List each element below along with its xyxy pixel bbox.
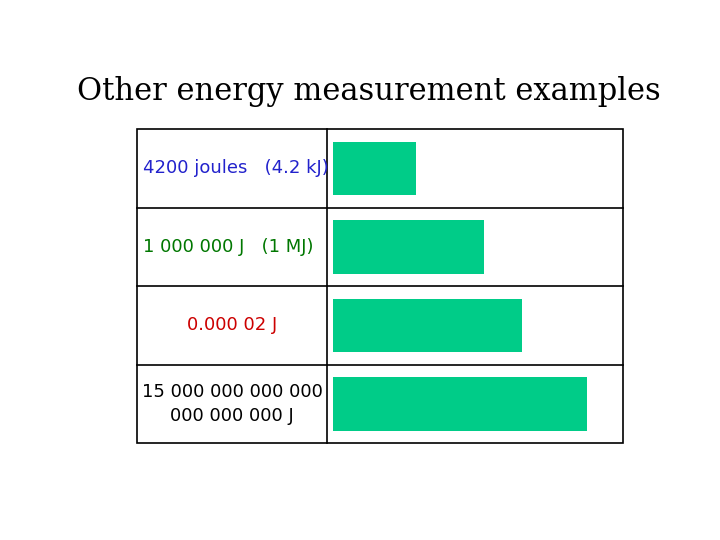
Text: 15 000 000 000 000
000 000 000 J: 15 000 000 000 000 000 000 000 J [142, 383, 323, 425]
Text: Other energy measurement examples: Other energy measurement examples [77, 76, 661, 107]
Bar [333, 299, 523, 352]
Bar [138, 129, 623, 443]
Text: 1 000 000 J   (1 MJ): 1 000 000 J (1 MJ) [143, 238, 313, 256]
Bar [333, 377, 587, 430]
Text: 4200 joules   (4.2 kJ): 4200 joules (4.2 kJ) [143, 159, 329, 178]
Bar [333, 220, 485, 274]
Bar [333, 142, 416, 195]
Text: 0.000 02 J: 0.000 02 J [187, 316, 277, 334]
